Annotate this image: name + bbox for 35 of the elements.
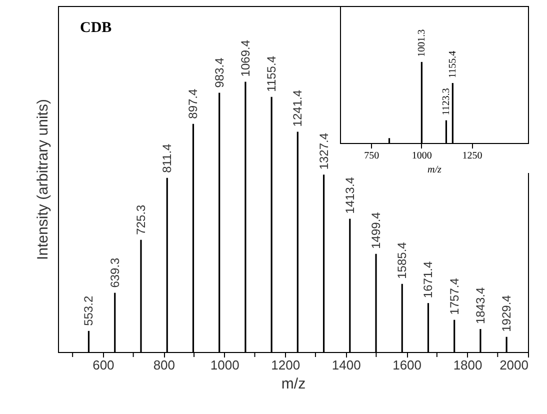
x-tick-label: 1400 bbox=[332, 358, 361, 372]
annotation: 1001.3 bbox=[416, 29, 428, 57]
annotation: 1069.4 bbox=[238, 40, 252, 77]
x-tick-label: 1800 bbox=[453, 358, 482, 372]
x-tick-label: 1000 bbox=[210, 358, 240, 372]
x-tick-label: 2000 bbox=[500, 358, 528, 372]
x-axis-title: m/z bbox=[281, 376, 306, 392]
x-tick-label: 1200 bbox=[271, 358, 300, 372]
x-tick-label: 1000 bbox=[412, 150, 432, 162]
x-tick-label: 600 bbox=[92, 358, 114, 372]
annotation: 1671.4 bbox=[421, 261, 436, 298]
annotation: 1327.4 bbox=[316, 132, 331, 170]
annotation: 1123.3 bbox=[441, 88, 452, 116]
y-axis-title: Intensity (arbitrary units) bbox=[34, 99, 52, 260]
x-tick-label: 750 bbox=[364, 150, 380, 162]
annotation: 1155.4 bbox=[264, 56, 279, 92]
text: CDB bbox=[80, 20, 112, 36]
annotation: 1155.4 bbox=[448, 50, 459, 78]
annotation: 1499.4 bbox=[369, 212, 384, 249]
x-tick-label: 1600 bbox=[392, 358, 422, 372]
annotation: 897.4 bbox=[186, 88, 200, 119]
annotation: 1757.4 bbox=[447, 278, 462, 315]
annotation: 1413.4 bbox=[342, 176, 357, 214]
annotation: 983.4 bbox=[212, 57, 226, 88]
annotation: 639.3 bbox=[108, 257, 122, 288]
annotation: 725.3 bbox=[134, 204, 148, 235]
annotation: 1585.4 bbox=[395, 242, 410, 279]
x-axis-title: m/z bbox=[428, 164, 442, 176]
x-tick-label: 1250 bbox=[462, 150, 482, 162]
annotation: 1843.4 bbox=[473, 286, 488, 324]
x-tick-label: 800 bbox=[153, 358, 176, 372]
annotation: 811.4 bbox=[160, 143, 174, 173]
annotation: 553.2 bbox=[82, 296, 96, 326]
annotation: 1241.4 bbox=[290, 90, 305, 127]
annotation: 1929.4 bbox=[500, 294, 514, 332]
